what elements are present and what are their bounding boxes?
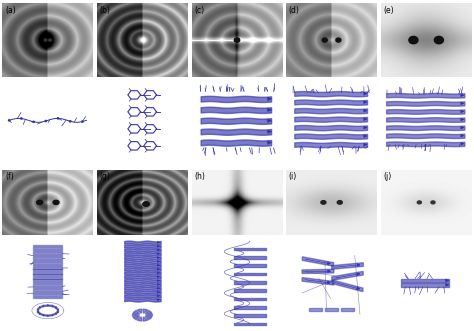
Circle shape: [322, 38, 327, 42]
Polygon shape: [332, 263, 364, 269]
Polygon shape: [332, 271, 363, 280]
Circle shape: [234, 38, 240, 42]
Polygon shape: [137, 317, 142, 321]
Polygon shape: [143, 309, 148, 313]
Circle shape: [409, 36, 418, 44]
Polygon shape: [332, 280, 363, 292]
Text: (f): (f): [5, 172, 14, 181]
Circle shape: [70, 121, 71, 122]
Polygon shape: [47, 314, 53, 316]
Polygon shape: [39, 313, 44, 316]
Polygon shape: [37, 309, 38, 312]
Polygon shape: [302, 269, 334, 273]
Text: (g): (g): [100, 172, 110, 181]
Polygon shape: [137, 309, 142, 313]
Circle shape: [9, 120, 10, 121]
Text: (h): (h): [194, 172, 205, 181]
Text: (j): (j): [383, 172, 392, 181]
Polygon shape: [43, 314, 48, 316]
Text: (i): (i): [289, 172, 297, 181]
Text: (a): (a): [5, 6, 16, 15]
Circle shape: [336, 38, 341, 42]
Polygon shape: [55, 307, 58, 310]
Circle shape: [57, 118, 59, 119]
Circle shape: [21, 118, 22, 119]
Polygon shape: [133, 316, 140, 320]
Polygon shape: [145, 316, 152, 320]
Polygon shape: [47, 305, 53, 307]
Polygon shape: [39, 306, 44, 308]
Polygon shape: [37, 311, 40, 314]
Polygon shape: [302, 278, 334, 285]
Circle shape: [337, 201, 342, 204]
Circle shape: [49, 39, 52, 41]
Polygon shape: [143, 317, 148, 321]
Circle shape: [53, 200, 59, 205]
Polygon shape: [132, 313, 139, 316]
Text: (d): (d): [289, 6, 300, 15]
Circle shape: [431, 201, 435, 204]
Circle shape: [417, 201, 421, 204]
Polygon shape: [52, 313, 56, 316]
Polygon shape: [37, 307, 40, 310]
Polygon shape: [55, 311, 58, 314]
Circle shape: [434, 36, 444, 44]
Circle shape: [321, 201, 326, 204]
Circle shape: [44, 39, 47, 41]
Circle shape: [36, 200, 43, 205]
Polygon shape: [43, 305, 48, 307]
Circle shape: [33, 121, 34, 122]
Text: (e): (e): [383, 6, 394, 15]
Text: (c): (c): [194, 6, 204, 15]
Polygon shape: [302, 257, 334, 266]
Polygon shape: [133, 310, 140, 314]
Circle shape: [143, 202, 149, 206]
Polygon shape: [145, 310, 152, 314]
Text: (b): (b): [100, 6, 110, 15]
Circle shape: [45, 120, 46, 121]
Polygon shape: [57, 309, 58, 312]
Polygon shape: [146, 313, 153, 316]
Polygon shape: [52, 306, 56, 308]
Circle shape: [82, 121, 83, 122]
